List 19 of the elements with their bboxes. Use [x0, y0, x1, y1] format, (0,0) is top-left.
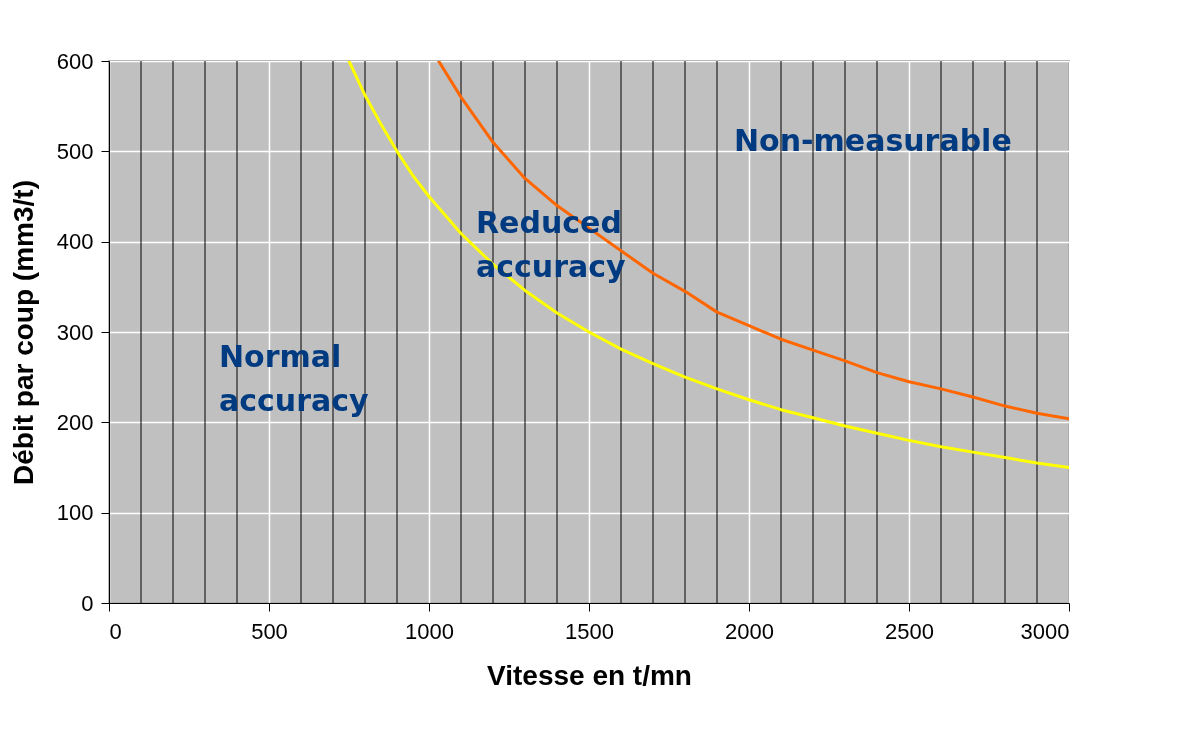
y-axis-title: Débit par coup (mm3/t)	[7, 180, 39, 485]
x-axis-title: Vitesse en t/mn	[487, 659, 692, 691]
y-tick-label: 200	[56, 409, 94, 435]
y-tick-label: 600	[56, 48, 94, 74]
line-series	[437, 61, 1069, 421]
x-tick-label: 2000	[725, 618, 774, 644]
y-tick-label: 300	[56, 319, 94, 345]
x-tick-label: 1500	[565, 618, 614, 644]
annotation: Non-measurable	[734, 123, 1012, 158]
y-tick-label: 0	[81, 590, 94, 616]
x-tick-label: 0	[109, 618, 122, 644]
y-tick-label: 100	[56, 500, 94, 526]
x-tick-label: 3000	[1020, 618, 1070, 644]
x-tick-label: 500	[251, 618, 288, 644]
y-tick-label: 500	[56, 138, 94, 164]
y-tick-label: 400	[56, 229, 94, 255]
x-tick-label: 2500	[885, 618, 934, 644]
x-tick-label: 1000	[405, 618, 454, 644]
annotation: Normal accuracy	[219, 339, 369, 418]
